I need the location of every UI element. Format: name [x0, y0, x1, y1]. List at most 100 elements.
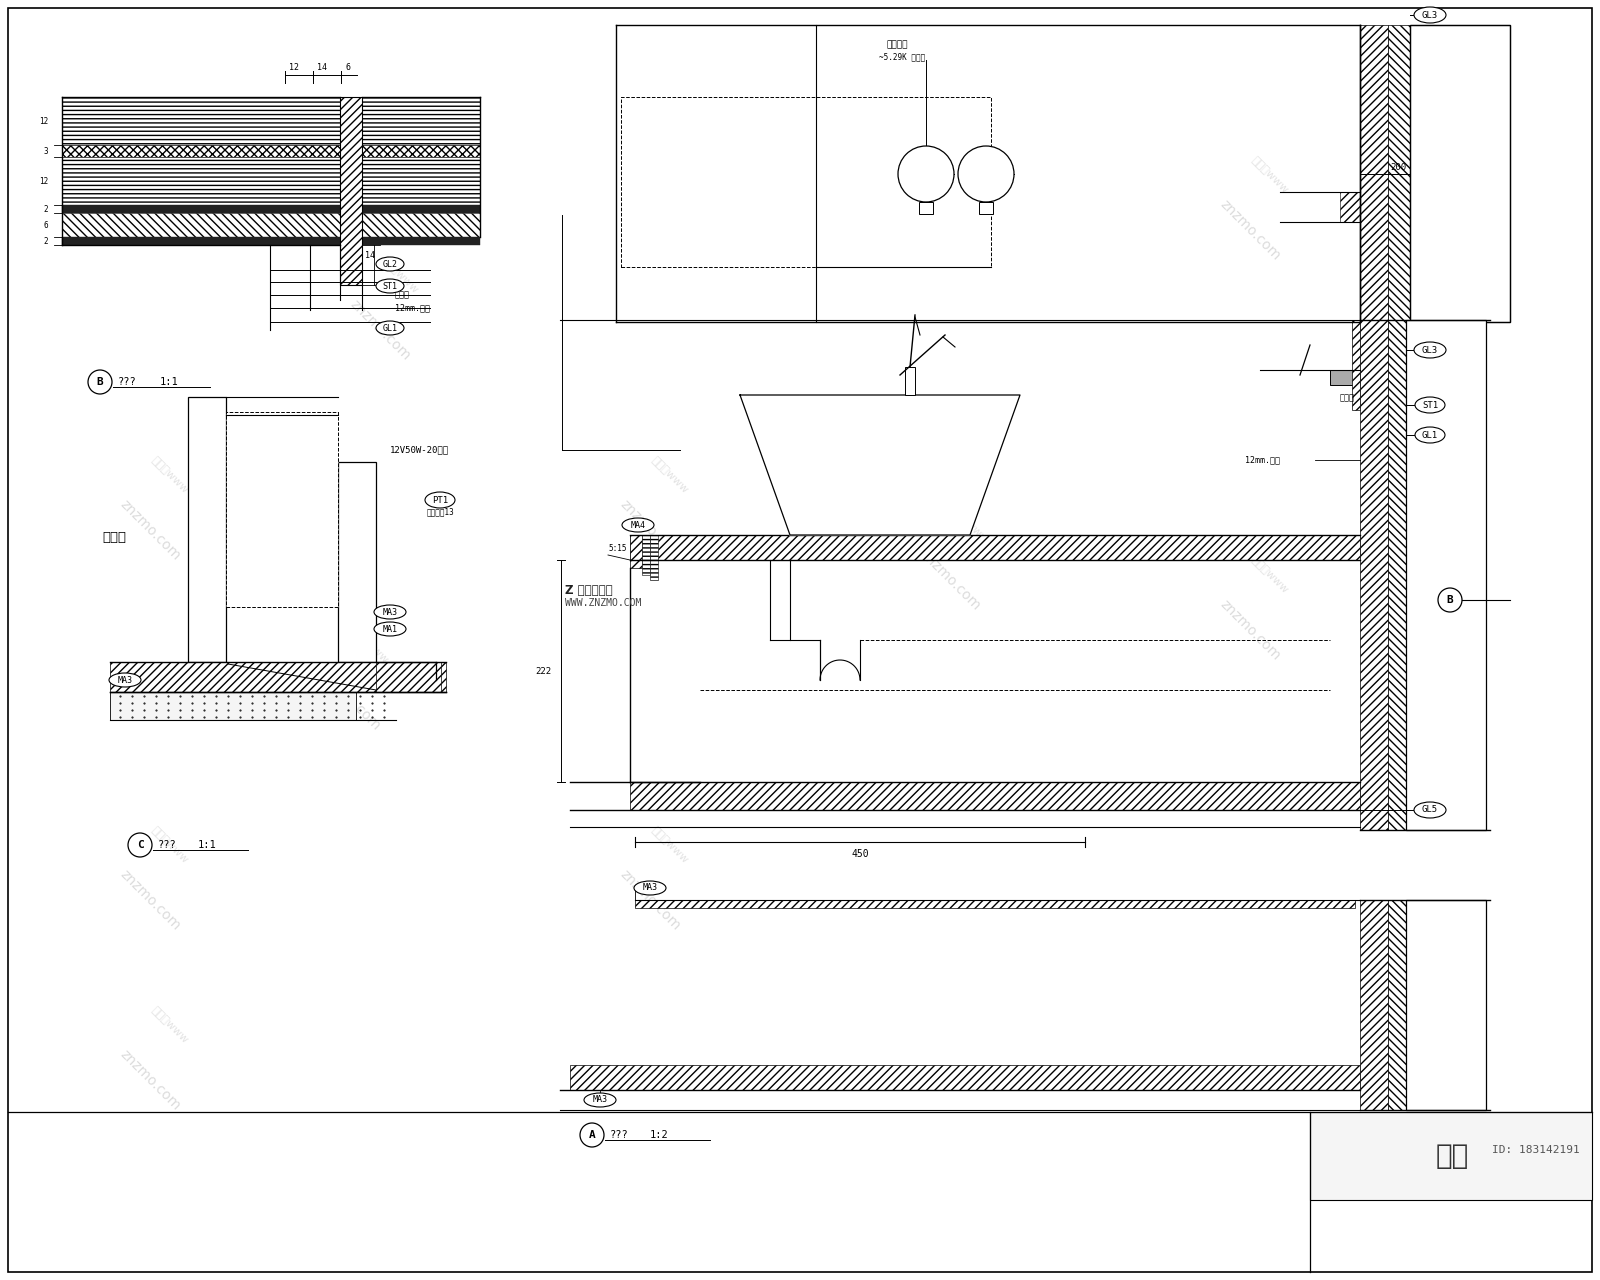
Bar	[1389, 320, 1406, 829]
Bar	[979, 202, 994, 214]
Text: znzmo.com: znzmo.com	[1218, 596, 1283, 663]
Text: B: B	[96, 378, 104, 387]
Text: znzmo.com: znzmo.com	[917, 547, 982, 613]
Text: WWW.ZNZMO.COM: WWW.ZNZMO.COM	[565, 598, 642, 608]
Circle shape	[1438, 588, 1462, 612]
Text: 2: 2	[43, 237, 48, 246]
Text: C: C	[136, 840, 144, 850]
Bar	[338, 462, 376, 662]
Bar	[630, 782, 1360, 810]
Text: GL3: GL3	[1422, 346, 1438, 355]
Bar	[642, 535, 650, 575]
Bar	[1360, 320, 1389, 829]
Text: 12: 12	[38, 177, 48, 186]
Text: 200: 200	[1390, 163, 1406, 172]
Ellipse shape	[622, 518, 654, 532]
Text: 2: 2	[43, 205, 48, 214]
Ellipse shape	[376, 279, 405, 293]
Bar	[1341, 192, 1360, 221]
Text: GL5: GL5	[1422, 805, 1438, 814]
Text: 6: 6	[346, 63, 350, 72]
Text: znzmo.com: znzmo.com	[317, 667, 382, 733]
Text: 浴室排风: 浴室排风	[886, 41, 907, 50]
Bar	[62, 145, 341, 157]
Bar	[1406, 320, 1486, 829]
Bar	[1389, 900, 1406, 1110]
Text: znzmo.com: znzmo.com	[117, 147, 182, 212]
Bar	[1389, 26, 1410, 323]
Text: 12V50W-20针狗: 12V50W-20针狗	[390, 445, 450, 454]
Bar	[362, 145, 480, 157]
Circle shape	[898, 146, 954, 202]
Text: znzmo.com: znzmo.com	[117, 867, 182, 933]
Bar	[341, 97, 362, 285]
Text: 知末网www: 知末网www	[150, 1005, 190, 1046]
Text: 知末: 知末	[1435, 1142, 1469, 1170]
Text: 门右边: 门右边	[395, 291, 410, 300]
Bar	[1360, 900, 1389, 1110]
Ellipse shape	[109, 673, 141, 687]
Circle shape	[88, 370, 112, 394]
Text: 知末网www: 知末网www	[950, 105, 990, 145]
Bar	[110, 662, 446, 692]
Text: znzmo.com: znzmo.com	[618, 147, 683, 212]
Text: GL1: GL1	[1422, 430, 1438, 439]
Text: 450: 450	[851, 849, 869, 859]
Text: GL1: GL1	[382, 324, 397, 333]
Bar	[362, 205, 480, 212]
Text: 6: 6	[43, 220, 48, 229]
Text: 12mm.木板: 12mm.木板	[1245, 456, 1280, 465]
Text: ST1: ST1	[382, 282, 397, 291]
Ellipse shape	[1414, 342, 1446, 358]
Bar	[1330, 370, 1360, 385]
Ellipse shape	[374, 605, 406, 620]
Text: 知末网www: 知末网www	[650, 105, 690, 145]
Bar	[570, 1065, 1360, 1091]
Text: 知末网www: 知末网www	[650, 824, 690, 865]
Ellipse shape	[374, 622, 406, 636]
Text: 12mm.木板: 12mm.木板	[395, 303, 430, 312]
Ellipse shape	[584, 1093, 616, 1107]
Ellipse shape	[634, 881, 666, 895]
Polygon shape	[741, 396, 1021, 535]
Bar	[62, 205, 341, 212]
Ellipse shape	[426, 492, 454, 508]
Text: 知末网www: 知末网www	[150, 824, 190, 865]
Text: 1:1: 1:1	[198, 840, 216, 850]
Text: ~5.29K 大力张: ~5.29K 大力张	[878, 52, 925, 61]
Text: MA1: MA1	[382, 625, 397, 634]
Bar	[1410, 26, 1510, 323]
Text: MA3: MA3	[117, 676, 133, 685]
Text: ST1: ST1	[1422, 401, 1438, 410]
Text: 知末网www: 知末网www	[1250, 554, 1290, 595]
Bar	[630, 535, 642, 568]
Bar	[189, 397, 226, 662]
Ellipse shape	[376, 257, 405, 271]
Bar	[635, 900, 1355, 908]
Text: 知末网www: 知末网www	[950, 504, 990, 545]
Ellipse shape	[1414, 6, 1446, 23]
Text: ID: 183142191: ID: 183142191	[1493, 1146, 1581, 1155]
Text: znzmo.com: znzmo.com	[347, 297, 413, 364]
Text: 1:1: 1:1	[160, 378, 179, 387]
Text: B: B	[1446, 595, 1453, 605]
Bar	[362, 237, 480, 244]
Bar	[1310, 1112, 1592, 1201]
Text: ???: ???	[118, 378, 136, 387]
Text: znzmo.com: znzmo.com	[618, 497, 683, 563]
Bar	[362, 97, 480, 145]
Text: 洗手間: 洗手間	[102, 530, 126, 544]
Text: MA4: MA4	[630, 521, 645, 530]
Text: 知末网www: 知末网www	[650, 454, 690, 495]
Text: znzmo.com: znzmo.com	[1218, 197, 1283, 262]
Text: 知末网www: 知末网www	[350, 625, 390, 666]
Bar	[226, 412, 338, 607]
Text: MA3: MA3	[643, 883, 658, 892]
Text: PT1: PT1	[432, 495, 448, 504]
Text: A: A	[589, 1130, 595, 1140]
Ellipse shape	[376, 321, 405, 335]
Bar	[621, 97, 990, 268]
Bar	[918, 202, 933, 214]
Text: GL2: GL2	[382, 260, 397, 269]
Text: znzmo.com: znzmo.com	[117, 497, 182, 563]
